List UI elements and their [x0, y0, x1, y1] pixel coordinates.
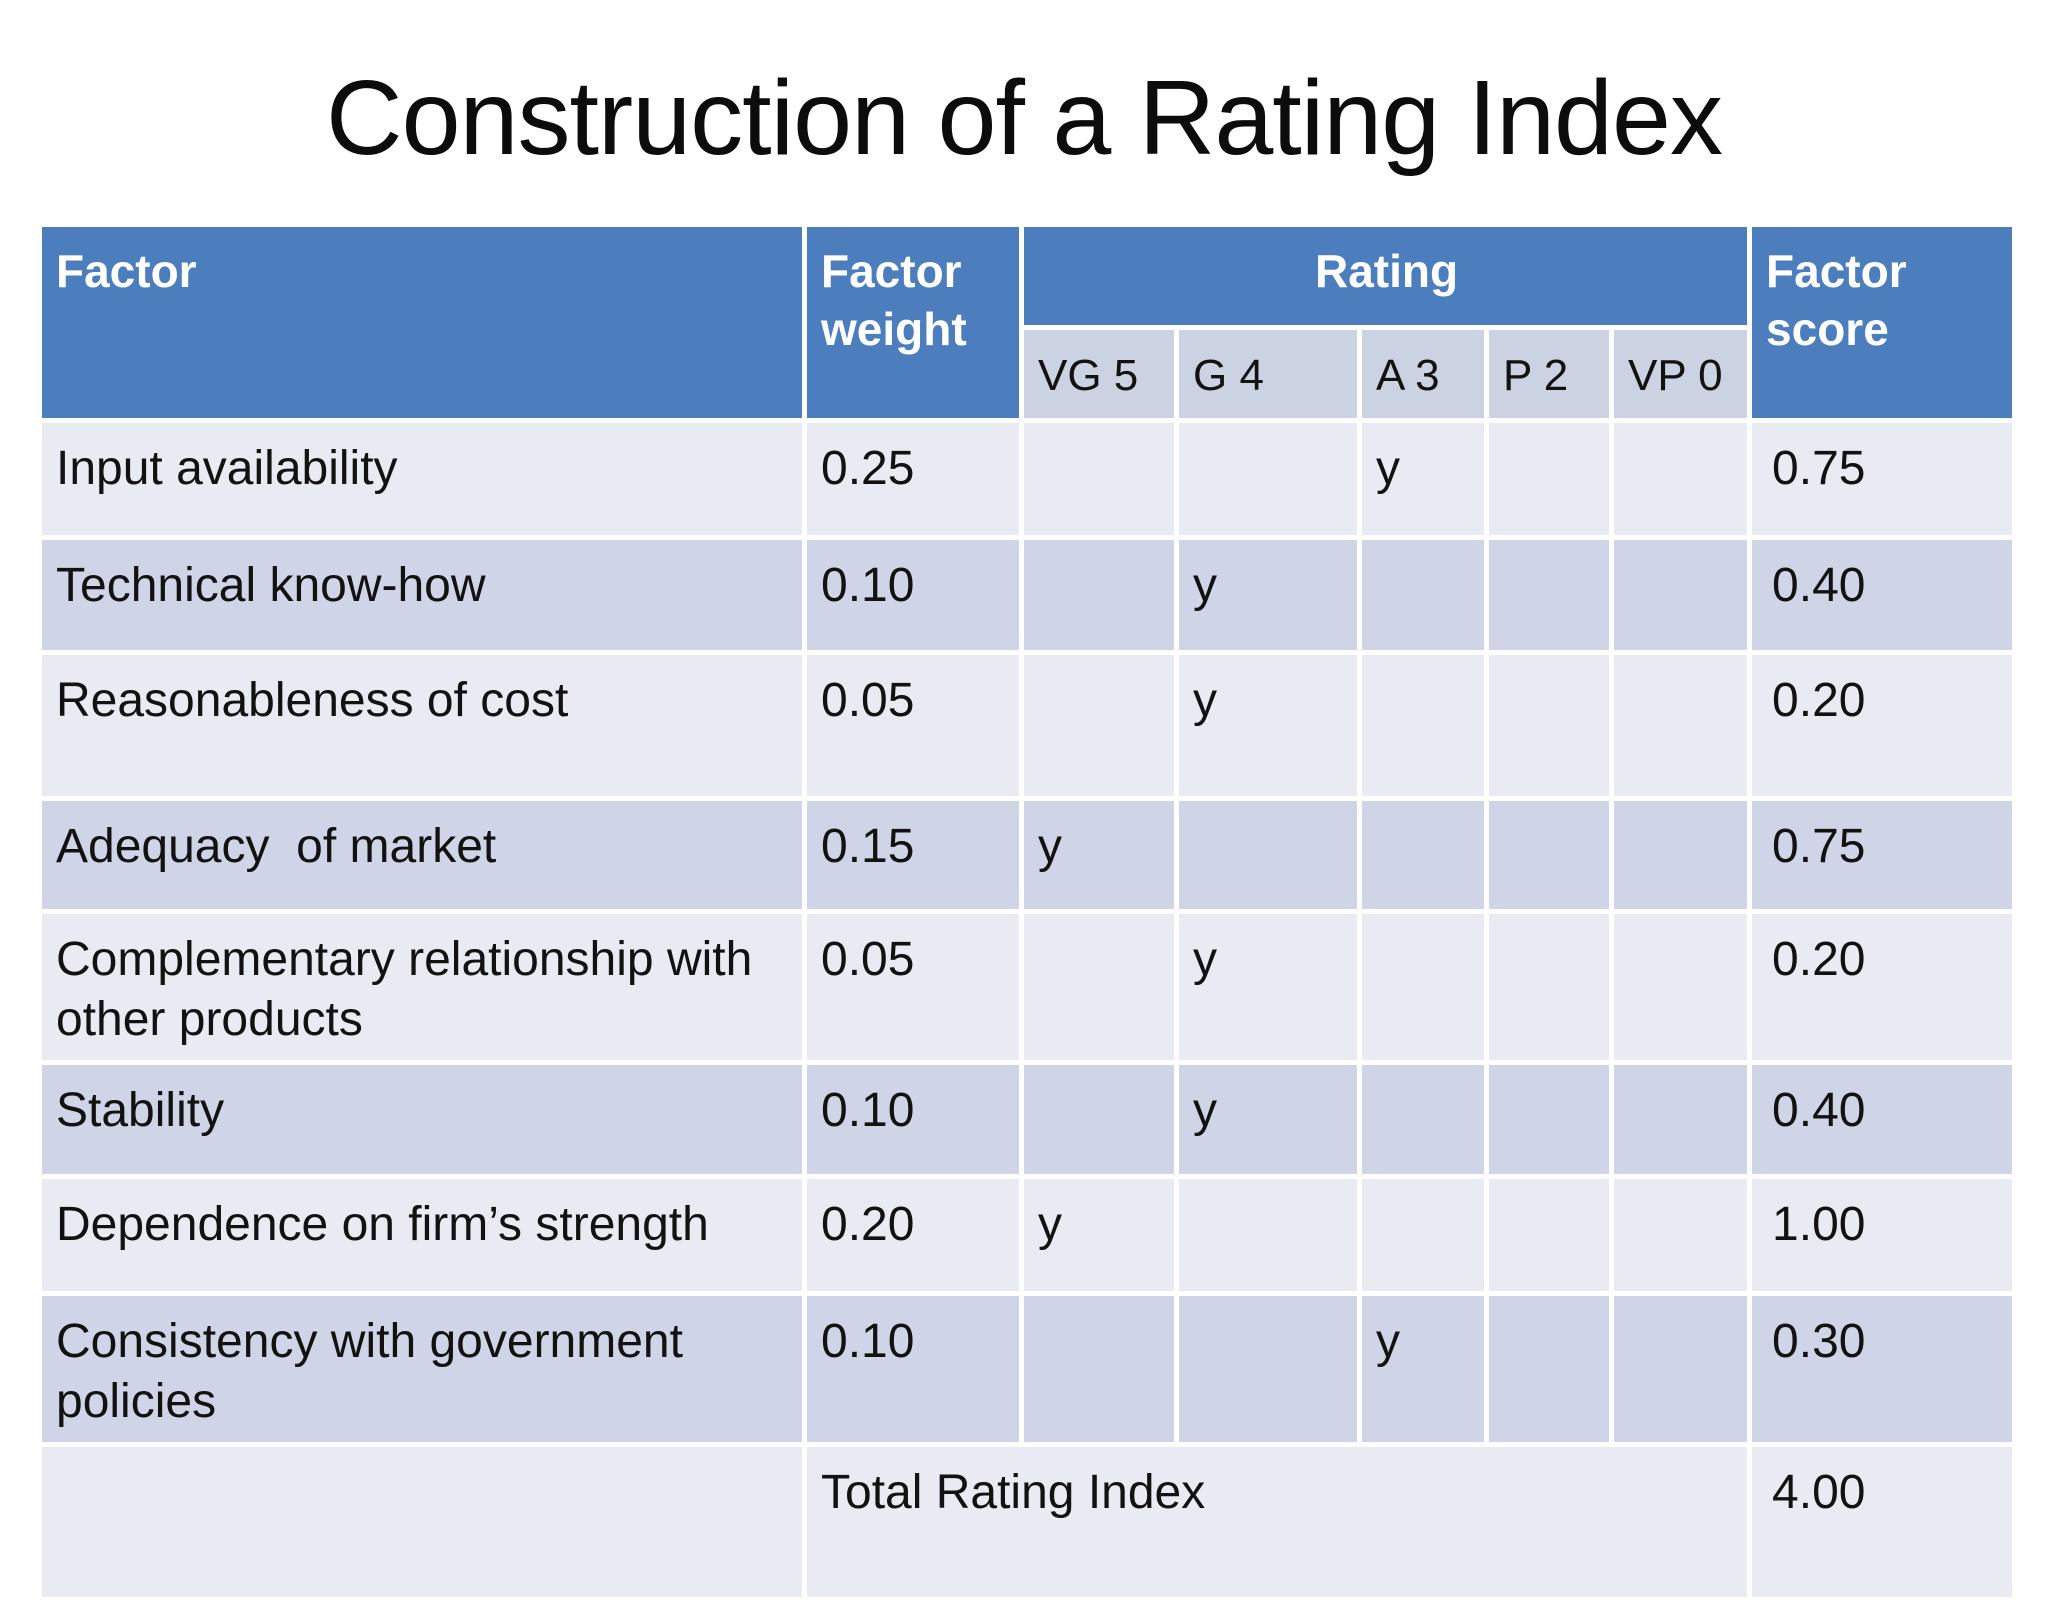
rating-mark-cell	[1024, 1065, 1174, 1174]
rating-mark-cell	[1489, 540, 1609, 650]
rating-mark-cell	[1024, 1296, 1174, 1442]
table-row: Stability 0.10 y 0.40	[42, 1065, 2013, 1174]
rating-mark-cell: y	[1179, 655, 1357, 796]
score-cell: 0.20	[1752, 655, 2013, 796]
rating-mark-cell: y	[1362, 423, 1484, 535]
factor-cell: Stability	[42, 1065, 802, 1174]
rating-mark-cell	[1614, 914, 1748, 1060]
table-row: Dependence on firm’s strength 0.20 y 1.0…	[42, 1179, 2013, 1291]
factor-cell: Technical know-how	[42, 540, 802, 650]
total-score-cell: 4.00	[1752, 1447, 2013, 1597]
rating-mark-cell	[1614, 423, 1748, 535]
rating-level-header-g4: G 4	[1179, 330, 1357, 418]
rating-mark-cell	[1614, 801, 1748, 909]
rating-level-header-vp0: VP 0	[1614, 330, 1748, 418]
factor-cell: Consistency with government policies	[42, 1296, 802, 1442]
rating-mark-cell	[1362, 1065, 1484, 1174]
table-header-row: Factor Factor weight Rating Factor score	[42, 227, 2013, 418]
rating-mark-cell	[1362, 914, 1484, 1060]
rating-levels-row: VG 5 G 4 A 3 P 2 VP 0	[42, 330, 2012, 418]
factor-cell: Complementary relationship with other pr…	[42, 914, 802, 1060]
table-row: Adequacy of market 0.15 y 0.75	[42, 801, 2013, 909]
rating-mark-cell	[1362, 801, 1484, 909]
rating-level-header-p2: P 2	[1489, 330, 1609, 418]
rating-mark-cell	[1362, 655, 1484, 796]
factor-cell: Dependence on firm’s strength	[42, 1179, 802, 1291]
rating-mark-cell: y	[1024, 801, 1174, 909]
rating-mark-cell	[1614, 540, 1748, 650]
score-cell: 0.40	[1752, 1065, 2013, 1174]
rating-mark-cell	[1024, 423, 1174, 535]
score-cell: 0.75	[1752, 423, 2013, 535]
score-cell: 0.75	[1752, 801, 2013, 909]
factor-cell-empty	[42, 1447, 802, 1597]
score-cell: 0.30	[1752, 1296, 2013, 1442]
rating-mark-cell	[1489, 801, 1609, 909]
rating-mark-cell	[1489, 1179, 1609, 1291]
weight-cell: 0.05	[807, 655, 1019, 796]
rating-mark-cell: y	[1179, 540, 1357, 650]
rating-mark-cell	[1179, 423, 1357, 535]
header-factor-score: Factor score	[1752, 227, 2013, 418]
weight-cell: 0.10	[807, 1065, 1019, 1174]
weight-cell: 0.10	[807, 540, 1019, 650]
rating-mark-cell	[1614, 1179, 1748, 1291]
score-cell: 1.00	[1752, 1179, 2013, 1291]
total-row: Total Rating Index 4.00	[42, 1447, 2013, 1597]
table-row: Reasonableness of cost 0.05 y 0.20	[42, 655, 2013, 796]
header-rating: Rating	[1024, 227, 1748, 325]
table-row: Input availability 0.25 y 0.75	[42, 423, 2013, 535]
weight-cell: 0.05	[807, 914, 1019, 1060]
rating-mark-cell	[1179, 1296, 1357, 1442]
factor-cell: Adequacy of market	[42, 801, 802, 909]
factor-cell: Reasonableness of cost	[42, 655, 802, 796]
weight-cell: 0.10	[807, 1296, 1019, 1442]
rating-mark-cell	[1489, 1296, 1609, 1442]
weight-cell: 0.25	[807, 423, 1019, 535]
factor-cell: Input availability	[42, 423, 802, 535]
table-row: Complementary relationship with other pr…	[42, 914, 2013, 1060]
rating-mark-cell	[1024, 540, 1174, 650]
weight-cell: 0.20	[807, 1179, 1019, 1291]
table-row: Consistency with government policies 0.1…	[42, 1296, 2013, 1442]
rating-mark-cell: y	[1024, 1179, 1174, 1291]
rating-level-header-vg5: VG 5	[1024, 330, 1174, 418]
rating-mark-cell	[1489, 423, 1609, 535]
score-cell: 0.20	[1752, 914, 2013, 1060]
rating-mark-cell	[1489, 914, 1609, 1060]
slide: Construction of a Rating Index Factor Fa…	[42, 59, 2013, 1597]
rating-level-header-a3: A 3	[1362, 330, 1484, 418]
rating-mark-cell: y	[1179, 914, 1357, 1060]
rating-mark-cell	[1362, 1179, 1484, 1291]
rating-mark-cell	[1489, 655, 1609, 796]
rating-mark-cell	[1614, 655, 1748, 796]
rating-index-table: Factor Factor weight Rating Factor score…	[37, 222, 2017, 1602]
rating-mark-cell: y	[1179, 1065, 1357, 1174]
table-row: Technical know-how 0.10 y 0.40	[42, 540, 2013, 650]
page-title: Construction of a Rating Index	[326, 59, 1723, 177]
rating-mark-cell: y	[1362, 1296, 1484, 1442]
rating-mark-cell	[1024, 914, 1174, 1060]
header-factor-weight: Factor weight	[807, 227, 1019, 418]
score-cell: 0.40	[1752, 540, 2013, 650]
rating-mark-cell	[1362, 540, 1484, 650]
rating-mark-cell	[1024, 655, 1174, 796]
header-factor: Factor	[42, 227, 802, 418]
weight-cell: 0.15	[807, 801, 1019, 909]
total-label-cell: Total Rating Index	[807, 1447, 1748, 1597]
rating-mark-cell	[1489, 1065, 1609, 1174]
rating-mark-cell	[1614, 1065, 1748, 1174]
rating-mark-cell	[1179, 801, 1357, 909]
rating-mark-cell	[1614, 1296, 1748, 1442]
rating-mark-cell	[1179, 1179, 1357, 1291]
